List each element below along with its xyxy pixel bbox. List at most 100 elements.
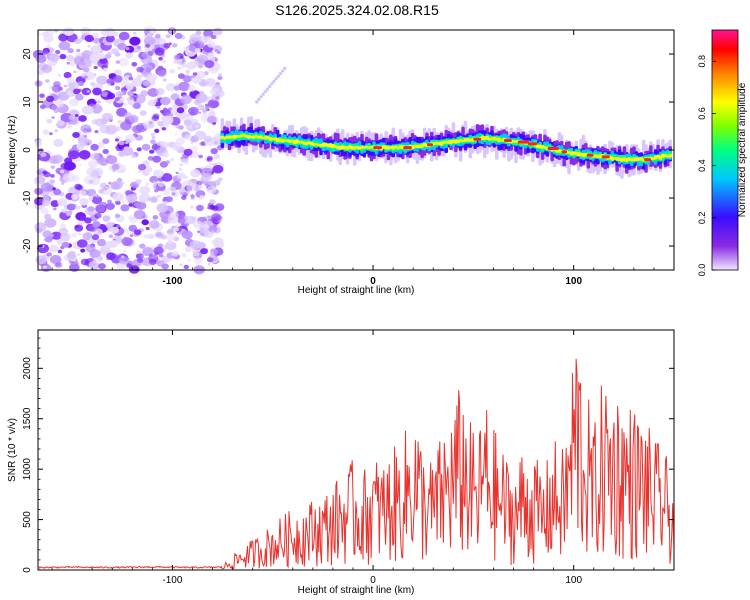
- noise-blob: [129, 234, 134, 238]
- noise-blob: [96, 195, 100, 198]
- y-tick-label: -20: [22, 238, 33, 253]
- noise-blob: [80, 27, 92, 36]
- noise-blob: [171, 192, 176, 196]
- noise-blob: [137, 163, 147, 171]
- noise-blob: [158, 253, 164, 258]
- streak-dot: [268, 84, 272, 89]
- noise-blob: [50, 104, 58, 111]
- noise-blob: [128, 76, 134, 81]
- ridge-peak: [473, 137, 482, 141]
- ridge-segment: [497, 137, 501, 143]
- noise-blob: [63, 27, 74, 36]
- noise-blob: [203, 29, 214, 38]
- noise-blob: [73, 88, 81, 95]
- noise-blob: [210, 148, 218, 155]
- noise-blob: [177, 66, 182, 70]
- noise-blob: [157, 121, 164, 127]
- noise-blob: [136, 66, 144, 73]
- noise-blob: [165, 83, 176, 92]
- noise-blob: [211, 205, 219, 211]
- spectrogram-x-ticks: -100 0 100: [51, 30, 655, 287]
- noise-blob: [48, 244, 59, 253]
- noise-blob: [135, 253, 144, 260]
- colorbar: 0.0 0.2 0.4 0.6 0.8 Normalized spectral ampl…: [697, 29, 748, 276]
- noise-blob: [129, 36, 141, 46]
- ridge-segment: [280, 138, 285, 143]
- noise-blob: [42, 129, 50, 135]
- streak-dot: [283, 66, 287, 70]
- noise-blob: [61, 182, 65, 185]
- noise-blob: [165, 196, 173, 203]
- noise-blob: [140, 254, 145, 258]
- noise-blob: [58, 33, 68, 42]
- noise-blob: [84, 75, 88, 79]
- noise-blob: [88, 197, 93, 201]
- noise-blob: [116, 224, 121, 228]
- noise-blob: [163, 42, 171, 49]
- ridge-peak: [586, 153, 594, 157]
- noise-blob: [217, 177, 223, 182]
- noise-blob: [41, 199, 51, 207]
- noise-blob: [212, 237, 224, 247]
- noise-blob: [108, 181, 112, 185]
- noise-blob: [114, 86, 119, 90]
- noise-blob: [172, 60, 177, 65]
- noise-blob: [190, 169, 201, 178]
- snr-x-ticks: -100 0 100: [51, 330, 655, 586]
- noise-blob: [106, 124, 118, 134]
- noise-blob: [80, 258, 89, 266]
- noise-blob: [105, 240, 116, 249]
- noise-blob: [157, 65, 164, 71]
- noise-blob: [150, 196, 158, 203]
- noise-blob: [57, 249, 63, 254]
- streak-dot: [265, 87, 270, 91]
- noise-blob: [195, 204, 204, 212]
- noise-blob: [147, 197, 152, 201]
- noise-blob: [87, 160, 98, 169]
- noise-blob: [178, 172, 185, 178]
- noise-blob: [61, 241, 70, 248]
- noise-blob: [84, 34, 95, 43]
- noise-blob: [139, 110, 147, 116]
- noise-blob: [100, 28, 110, 37]
- noise-blob: [147, 99, 157, 107]
- noise-blob: [196, 54, 209, 64]
- noise-blob: [118, 93, 122, 96]
- noise-blob: [185, 215, 196, 225]
- x-tick-label: 0: [370, 276, 376, 287]
- noise-blob: [197, 63, 204, 69]
- streak-dot: [255, 100, 259, 104]
- noise-blob: [37, 69, 45, 75]
- noise-blob: [102, 138, 110, 144]
- noise-blob: [183, 148, 193, 156]
- x-tick-label: -100: [162, 276, 182, 287]
- noise-blob: [166, 239, 173, 245]
- noise-blob: [34, 80, 43, 87]
- noise-blob: [132, 183, 138, 189]
- noise-blob: [190, 74, 196, 79]
- noise-blob: [98, 263, 106, 270]
- noise-blob: [97, 230, 102, 235]
- ridge-segment: [661, 153, 665, 158]
- noise-blob: [181, 230, 193, 240]
- noise-blob: [66, 251, 76, 260]
- noise-blob: [91, 195, 103, 205]
- ridge-segment: [454, 139, 458, 144]
- noise-blob: [209, 199, 216, 205]
- noise-blob: [197, 230, 200, 233]
- streak-dot: [281, 69, 285, 73]
- noise-blob: [76, 239, 88, 248]
- noise-blob: [132, 102, 141, 110]
- noise-blob: [35, 255, 47, 265]
- ridge-segment: [576, 152, 581, 157]
- noise-blob: [169, 157, 175, 162]
- noise-blob: [191, 39, 196, 44]
- noise-blob: [55, 262, 63, 268]
- noise-blob: [68, 114, 76, 120]
- noise-blob: [61, 208, 67, 213]
- noise-blob: [118, 254, 122, 257]
- noise-blob: [173, 226, 179, 232]
- noise-blob: [88, 179, 94, 184]
- noise-blob: [90, 170, 100, 178]
